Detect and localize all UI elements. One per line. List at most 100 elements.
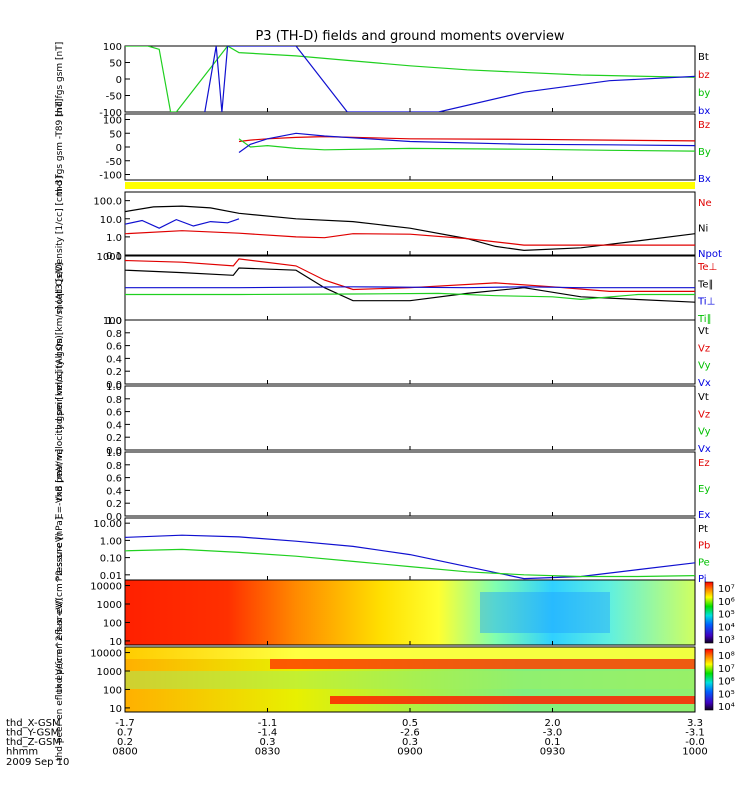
legend-label: By — [698, 147, 711, 158]
y-tick-label: 0.8 — [106, 395, 122, 406]
legend-label: Ez — [698, 458, 710, 469]
legend-label: Te∥ — [697, 279, 714, 290]
heatmap-region — [125, 647, 695, 659]
panel-frame — [124, 517, 696, 581]
legend-label: by — [698, 88, 710, 99]
x-tick-label: -2.6 — [400, 728, 420, 739]
x-axis-row-label: hhmm — [6, 747, 38, 758]
series-line-Ne — [125, 230, 695, 246]
y-tick-label: 0 — [116, 75, 122, 86]
y-tick-label: 10 — [109, 704, 122, 715]
legend-label: Ex — [698, 510, 710, 521]
legend-label: Pi — [698, 574, 707, 585]
x-axis-row-label: thd_Y-GSM — [6, 728, 59, 739]
series-line-Te⊥ — [125, 258, 695, 292]
y-tick-label: 10000 — [90, 582, 122, 593]
y-tick-label: 10.0 — [100, 215, 122, 226]
y-tick-label: 1000 — [97, 252, 122, 263]
y-tick-label: 1.0 — [106, 382, 122, 393]
colorbar-tick-label: 10⁷ — [718, 664, 735, 675]
panel-7: 1.0 0.8 0.60.4 0.2 0.0 E=-VxB [mV/m] Ez Ey Ex — [55, 448, 710, 523]
y-tick-label: 1.0 — [106, 448, 122, 459]
y-tick-label: 1.0 — [106, 316, 122, 327]
legend-label: Pt — [698, 524, 708, 535]
x-tick-label: 0830 — [255, 747, 280, 758]
y-tick-label: 10.00 — [93, 519, 122, 530]
legend-label: Ni — [698, 224, 708, 235]
x-tick-label: 0.5 — [402, 718, 418, 729]
series-line-By — [238, 138, 695, 152]
y-tick-label: 10000 — [90, 649, 122, 660]
y-axis-label: Pressure [nPa] — [55, 517, 65, 582]
y-tick-label: 100 — [103, 316, 122, 327]
y-axis-label: thd fgs gsm [nT] — [55, 42, 65, 117]
colorbar-tick-label: 10⁶ — [718, 677, 735, 688]
x-tick-label: 0.7 — [117, 728, 133, 739]
legend-label: Bx — [698, 174, 711, 185]
y-tick-label: 0 — [116, 143, 122, 154]
colorbar-tick-label: 10⁵ — [718, 689, 735, 700]
heatmap-region — [480, 592, 610, 633]
panel-frame — [124, 319, 696, 385]
x-tick-label: 1000 — [682, 747, 707, 758]
series-line-Npot — [125, 218, 240, 229]
x-tick-label: 0.3 — [260, 737, 276, 748]
legend-label: Bz — [698, 120, 710, 131]
series-line-Bx — [238, 132, 695, 153]
x-tick-label: 0.3 — [402, 737, 418, 748]
panel-4: 1000 100 moqt3 [eV] Te⊥ Te∥ Ti⊥ Ti∥ — [55, 252, 717, 327]
y-tick-label: 100 — [103, 116, 122, 127]
y-tick-label: -50 — [106, 157, 122, 168]
y-tick-label: 0.01 — [100, 571, 122, 582]
y-tick-label: 100 — [103, 618, 122, 629]
y-tick-label: 100 — [103, 42, 122, 53]
y-tick-label: 0.6 — [106, 474, 122, 485]
colorbar-tick-label: 10⁸ — [718, 651, 735, 662]
x-tick-label: 0.2 — [117, 737, 133, 748]
x-tick-label: -1.7 — [115, 718, 135, 729]
legend-label: bx — [698, 106, 710, 117]
y-tick-label: 0.2 — [106, 367, 122, 378]
series-line-Bz — [238, 135, 695, 143]
x-axis-date: 2009 Sep 10 — [6, 757, 69, 768]
x-tick-label: 0900 — [397, 747, 422, 758]
legend-label: Vt — [698, 392, 709, 403]
y-tick-label: 1000 — [97, 667, 122, 678]
y-tick-label: -50 — [106, 92, 122, 103]
y-tick-label: 0.8 — [106, 329, 122, 340]
y-tick-label: 0.4 — [106, 420, 122, 431]
legend-label: Bt — [698, 52, 709, 63]
y-tick-label: 1000 — [97, 600, 122, 611]
legend-label: Ti⊥ — [697, 297, 715, 308]
y-tick-label: 0.0 — [106, 446, 122, 457]
heatmap-region — [270, 659, 695, 669]
panel-2: 100 50 0 -50 -100 thd fgs gsm -T89 [nT] Bz By Bx — [55, 99, 711, 196]
y-axis-label: thd fgs gsm -T89 [nT] — [55, 99, 65, 196]
legend-label: Vz — [698, 409, 710, 420]
x-tick-label: -3.0 — [543, 728, 563, 739]
y-tick-label: 0.2 — [106, 433, 122, 444]
x-tick-label: -1.4 — [258, 728, 278, 739]
y-tick-label: 0.4 — [106, 354, 122, 365]
y-tick-label: 0.6 — [106, 342, 122, 353]
colorbar — [704, 648, 714, 711]
y-tick-label: 10 — [109, 637, 122, 648]
x-tick-label: 0930 — [540, 747, 565, 758]
legend-label: Vt — [698, 326, 709, 337]
y-tick-label: 0.0 — [106, 512, 122, 523]
y-axis-label: thd peer en eflux eV/(cm^2-s-sr-eV) — [55, 598, 65, 761]
y-tick-label: 100.0 — [93, 197, 122, 208]
y-tick-label: 0.10 — [100, 554, 122, 565]
heatmap-region — [125, 671, 695, 689]
panel-8: 10.00 1.00 0.10 0.01 Pressure [nPa] Pt Pb Pe Pi — [55, 517, 710, 585]
x-tick-label: -0.0 — [685, 737, 705, 748]
legend-label: Vz — [698, 343, 710, 354]
y-axis-label: thd peir en eflux eV/(cm^2-s-sr-eV) — [55, 533, 65, 693]
y-tick-label: 1.0 — [106, 233, 122, 244]
series-line-Ti∥ — [125, 292, 695, 301]
